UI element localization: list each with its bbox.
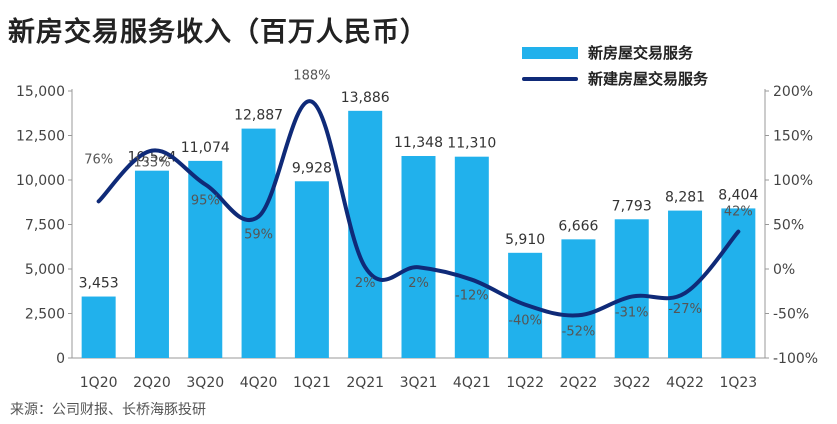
right-tick-label: -50% — [773, 307, 809, 323]
line-value-label: -12% — [455, 289, 489, 304]
legend-swatch-line — [522, 76, 578, 81]
chart-source: 来源：公司财报、长桥海豚投研 — [10, 402, 206, 418]
right-tick-label: 200% — [773, 84, 813, 100]
left-tick-label: 10,000 — [16, 173, 65, 189]
bar — [188, 160, 223, 358]
bar-value-label: 8,281 — [665, 190, 705, 206]
left-tick-label: 15,000 — [16, 84, 65, 100]
x-tick-label: 1Q20 — [80, 375, 118, 391]
right-tick-label: 50% — [773, 218, 804, 234]
line-value-label: 42% — [724, 205, 753, 220]
x-tick-label: 1Q22 — [506, 375, 544, 391]
x-tick-label: 1Q23 — [719, 375, 757, 391]
legend-label-line: 新建房屋交易服务 — [588, 70, 709, 88]
x-tick-label: 3Q20 — [186, 375, 224, 391]
x-tick-label: 4Q22 — [666, 375, 704, 391]
x-tick-label: 2Q22 — [560, 375, 598, 391]
chart-title: 新房交易服务收入（百万人民币） — [8, 17, 428, 48]
bar-value-label: 8,404 — [718, 187, 758, 203]
x-tick-label: 3Q22 — [613, 375, 651, 391]
bar — [454, 156, 489, 358]
bar-value-label: 3,453 — [79, 276, 119, 292]
line-value-label: 188% — [293, 69, 330, 84]
left-tick-label: 7,500 — [25, 218, 65, 234]
left-tick-label: 12,500 — [16, 129, 65, 145]
legend-label-bar: 新房屋交易服务 — [588, 44, 694, 62]
line-value-label: 2% — [408, 276, 429, 291]
x-tick-label: 2Q20 — [133, 375, 171, 391]
left-tick-label: 2,500 — [25, 307, 65, 323]
line-value-label: 59% — [244, 227, 273, 242]
x-tick-label: 1Q21 — [293, 375, 331, 391]
bar — [614, 219, 649, 358]
line-value-label: 95% — [191, 193, 220, 208]
bar — [81, 296, 116, 358]
line-value-label: 133% — [133, 156, 170, 171]
series-line — [96, 99, 741, 318]
bar — [134, 170, 169, 358]
bar-value-label: 11,074 — [181, 140, 230, 156]
bar — [241, 128, 276, 358]
bar-value-label: 12,887 — [234, 108, 283, 124]
line-value-label: 2% — [355, 276, 376, 291]
bar — [401, 156, 436, 358]
bar-value-label: 13,886 — [341, 90, 390, 106]
bar-value-label: 6,666 — [558, 218, 598, 234]
line-value-label: -31% — [615, 306, 649, 321]
left-tick-label: 0 — [56, 351, 65, 367]
bar — [561, 239, 596, 358]
line-value-label: -27% — [668, 302, 702, 317]
bar-value-label: 7,793 — [612, 198, 652, 214]
bar-value-label: 11,310 — [447, 136, 496, 152]
x-tick-label: 4Q21 — [453, 375, 491, 391]
line-value-label: 76% — [84, 152, 113, 167]
legend-item-bar: 新房屋交易服务 — [522, 42, 693, 63]
bar — [294, 181, 329, 358]
x-tick-label: 2Q21 — [346, 375, 384, 391]
bar-value-label: 5,910 — [505, 232, 545, 248]
line-value-label: -52% — [562, 324, 596, 339]
line-value-label: -40% — [508, 314, 542, 329]
x-tick-label: 4Q20 — [240, 375, 278, 391]
right-tick-label: -100% — [773, 351, 818, 367]
left-tick-label: 5,000 — [25, 262, 65, 278]
x-tick-label: 3Q21 — [400, 375, 438, 391]
right-tick-label: 150% — [773, 129, 813, 145]
right-tick-label: 0% — [773, 262, 795, 278]
legend-item-line: 新建房屋交易服务 — [522, 68, 708, 89]
bar-value-label: 11,348 — [394, 135, 443, 151]
legend-swatch-bar — [522, 46, 578, 59]
bar-value-label: 9,928 — [292, 160, 332, 176]
right-tick-label: 100% — [773, 173, 813, 189]
